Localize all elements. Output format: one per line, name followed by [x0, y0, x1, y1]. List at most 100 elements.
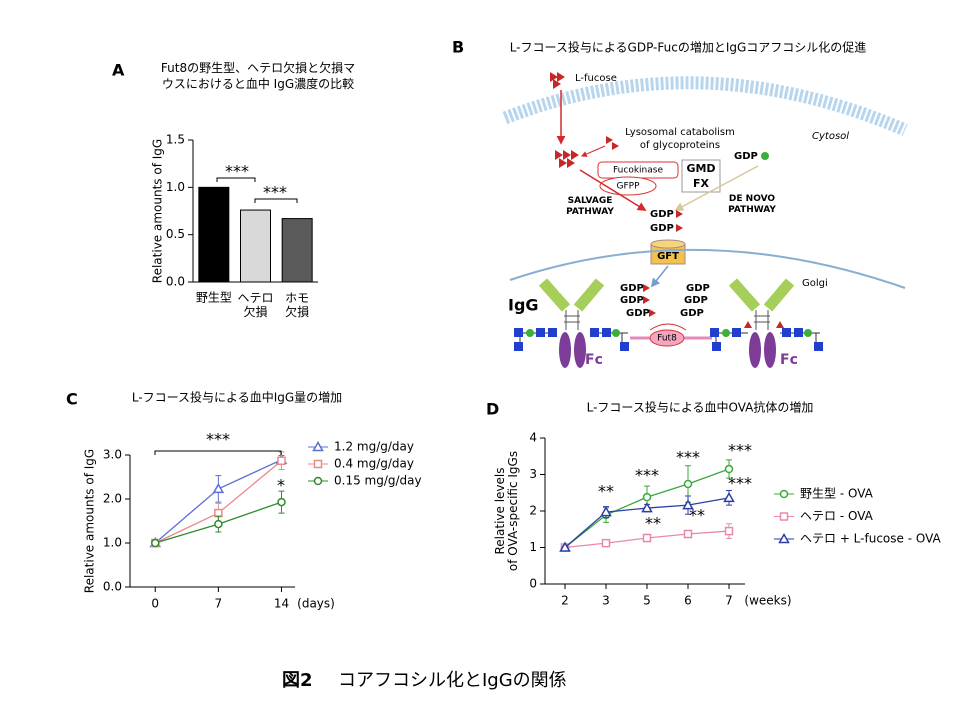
legend-label: ヘテロ + L-fucose - OVA — [800, 532, 942, 546]
bar — [281, 218, 313, 283]
annotation: ** — [598, 482, 614, 501]
marker — [724, 526, 734, 536]
marker — [214, 508, 223, 518]
marker — [600, 506, 612, 517]
y-tick-label: 2 — [529, 504, 537, 518]
annotation: *** — [676, 448, 700, 467]
annotation: ** — [645, 514, 661, 533]
icon — [761, 152, 769, 160]
annotation: *** — [263, 183, 287, 202]
label: Lysosomal catabolism of glycoproteins — [625, 127, 735, 151]
bar — [240, 209, 271, 283]
enzyme-box — [681, 159, 721, 193]
y-tick-label: 1.0 — [103, 536, 122, 550]
panel-title: L-フコース投与によるGDP-Fucの増加とIgGコアフコシル化の促進 — [510, 40, 867, 55]
y-axis-label: Relative amounts of IgG — [83, 449, 97, 593]
x-tick-label: 2 — [561, 594, 569, 608]
panel-label: D — [486, 400, 499, 419]
label: Fut8 — [657, 334, 677, 344]
arrow — [674, 165, 759, 211]
marker — [683, 479, 693, 489]
arrow — [649, 323, 687, 331]
marker — [778, 532, 790, 544]
annotation: ** — [689, 506, 705, 525]
label: GDP — [620, 295, 644, 306]
golgi-membrane — [509, 248, 906, 289]
annotation: *** — [728, 474, 752, 493]
marker — [779, 512, 789, 521]
fucose-icon — [555, 150, 579, 168]
chart-title: L-フコース投与による血中OVA抗体の増加 — [587, 400, 814, 415]
marker — [277, 497, 286, 507]
annotation: *** — [206, 430, 230, 449]
x-axis-label: (days) — [297, 597, 335, 611]
x-tick-label: 3 — [602, 594, 610, 608]
marker — [214, 519, 223, 529]
x-tick-label: 5 — [643, 594, 651, 608]
label: FX — [693, 177, 710, 190]
label: DE NOVO PATHWAY — [728, 194, 776, 215]
bracket — [254, 198, 298, 203]
annotation: *** — [635, 466, 659, 485]
label: GFPP — [616, 182, 640, 192]
label: GDP — [650, 209, 674, 220]
y-axis-label: Relative amounts of IgG — [151, 139, 165, 283]
marker — [779, 489, 789, 499]
label: IgG — [508, 296, 539, 315]
x-tick-label: 6 — [684, 594, 692, 608]
y-tick-label: 1.5 — [166, 133, 185, 147]
label: Fab — [748, 281, 776, 297]
caption-number: 図2 — [282, 670, 313, 691]
fucose-icon — [676, 210, 683, 232]
marker — [277, 456, 286, 465]
x-tick-label: 0 — [151, 597, 159, 611]
arrow — [579, 169, 647, 211]
caption-text: コアフコシル化とIgGの関係 — [338, 670, 567, 691]
label: Golgi — [802, 278, 828, 289]
y-tick-label: 4 — [529, 431, 537, 445]
panel-label: A — [112, 61, 125, 80]
label: Fucokinase — [613, 166, 663, 176]
x-tick-label: 野生型 — [196, 291, 232, 305]
enzyme-box — [649, 329, 685, 347]
label: GDP — [734, 151, 758, 162]
marker — [212, 482, 225, 494]
marker — [601, 538, 611, 548]
label: L-fucose — [575, 73, 617, 84]
marker — [312, 440, 324, 452]
legend-label: 0.15 mg/g/day — [334, 474, 422, 488]
marker — [150, 538, 160, 548]
marker — [313, 459, 323, 469]
arrow — [650, 265, 669, 288]
marker — [683, 529, 693, 539]
marker — [313, 476, 323, 486]
legend-label: 野生型 - OVA — [800, 487, 874, 501]
label: GDP — [686, 283, 710, 294]
annotation: *** — [728, 441, 752, 460]
fucose-icon — [606, 136, 619, 150]
label: GDP — [650, 223, 674, 234]
y-axis-label: Relative levelsof OVA-specific IgGs — [493, 451, 520, 571]
y-tick-label: 1.0 — [166, 180, 185, 194]
marker — [724, 464, 734, 474]
antibody: Fab Fc Fab Fc — [514, 278, 823, 368]
marker — [682, 499, 694, 510]
annotation: * — [277, 476, 285, 495]
y-tick-label: 0.5 — [166, 227, 185, 241]
marker — [641, 502, 653, 513]
label: Cytosol — [812, 131, 849, 142]
label: Fab — [558, 281, 586, 297]
legend-label: ヘテロ - OVA — [800, 509, 874, 523]
marker — [559, 541, 571, 552]
label: GMD — [686, 162, 715, 175]
y-tick-label: 2.0 — [103, 492, 122, 506]
bracket — [216, 177, 256, 182]
cytosol-membrane — [502, 76, 908, 136]
y-tick-label: 0 — [529, 577, 537, 591]
bar — [198, 186, 230, 283]
panel-b: B L-フコース投与によるGDP-Fucの増加とIgGコアフコシル化の促進 Cy… — [452, 38, 908, 368]
annotation: *** — [225, 162, 249, 181]
chart-title: Fut8の野生型、ヘテロ欠損と欠損マウスにおけると血中 IgG濃度の比較 — [161, 60, 355, 91]
